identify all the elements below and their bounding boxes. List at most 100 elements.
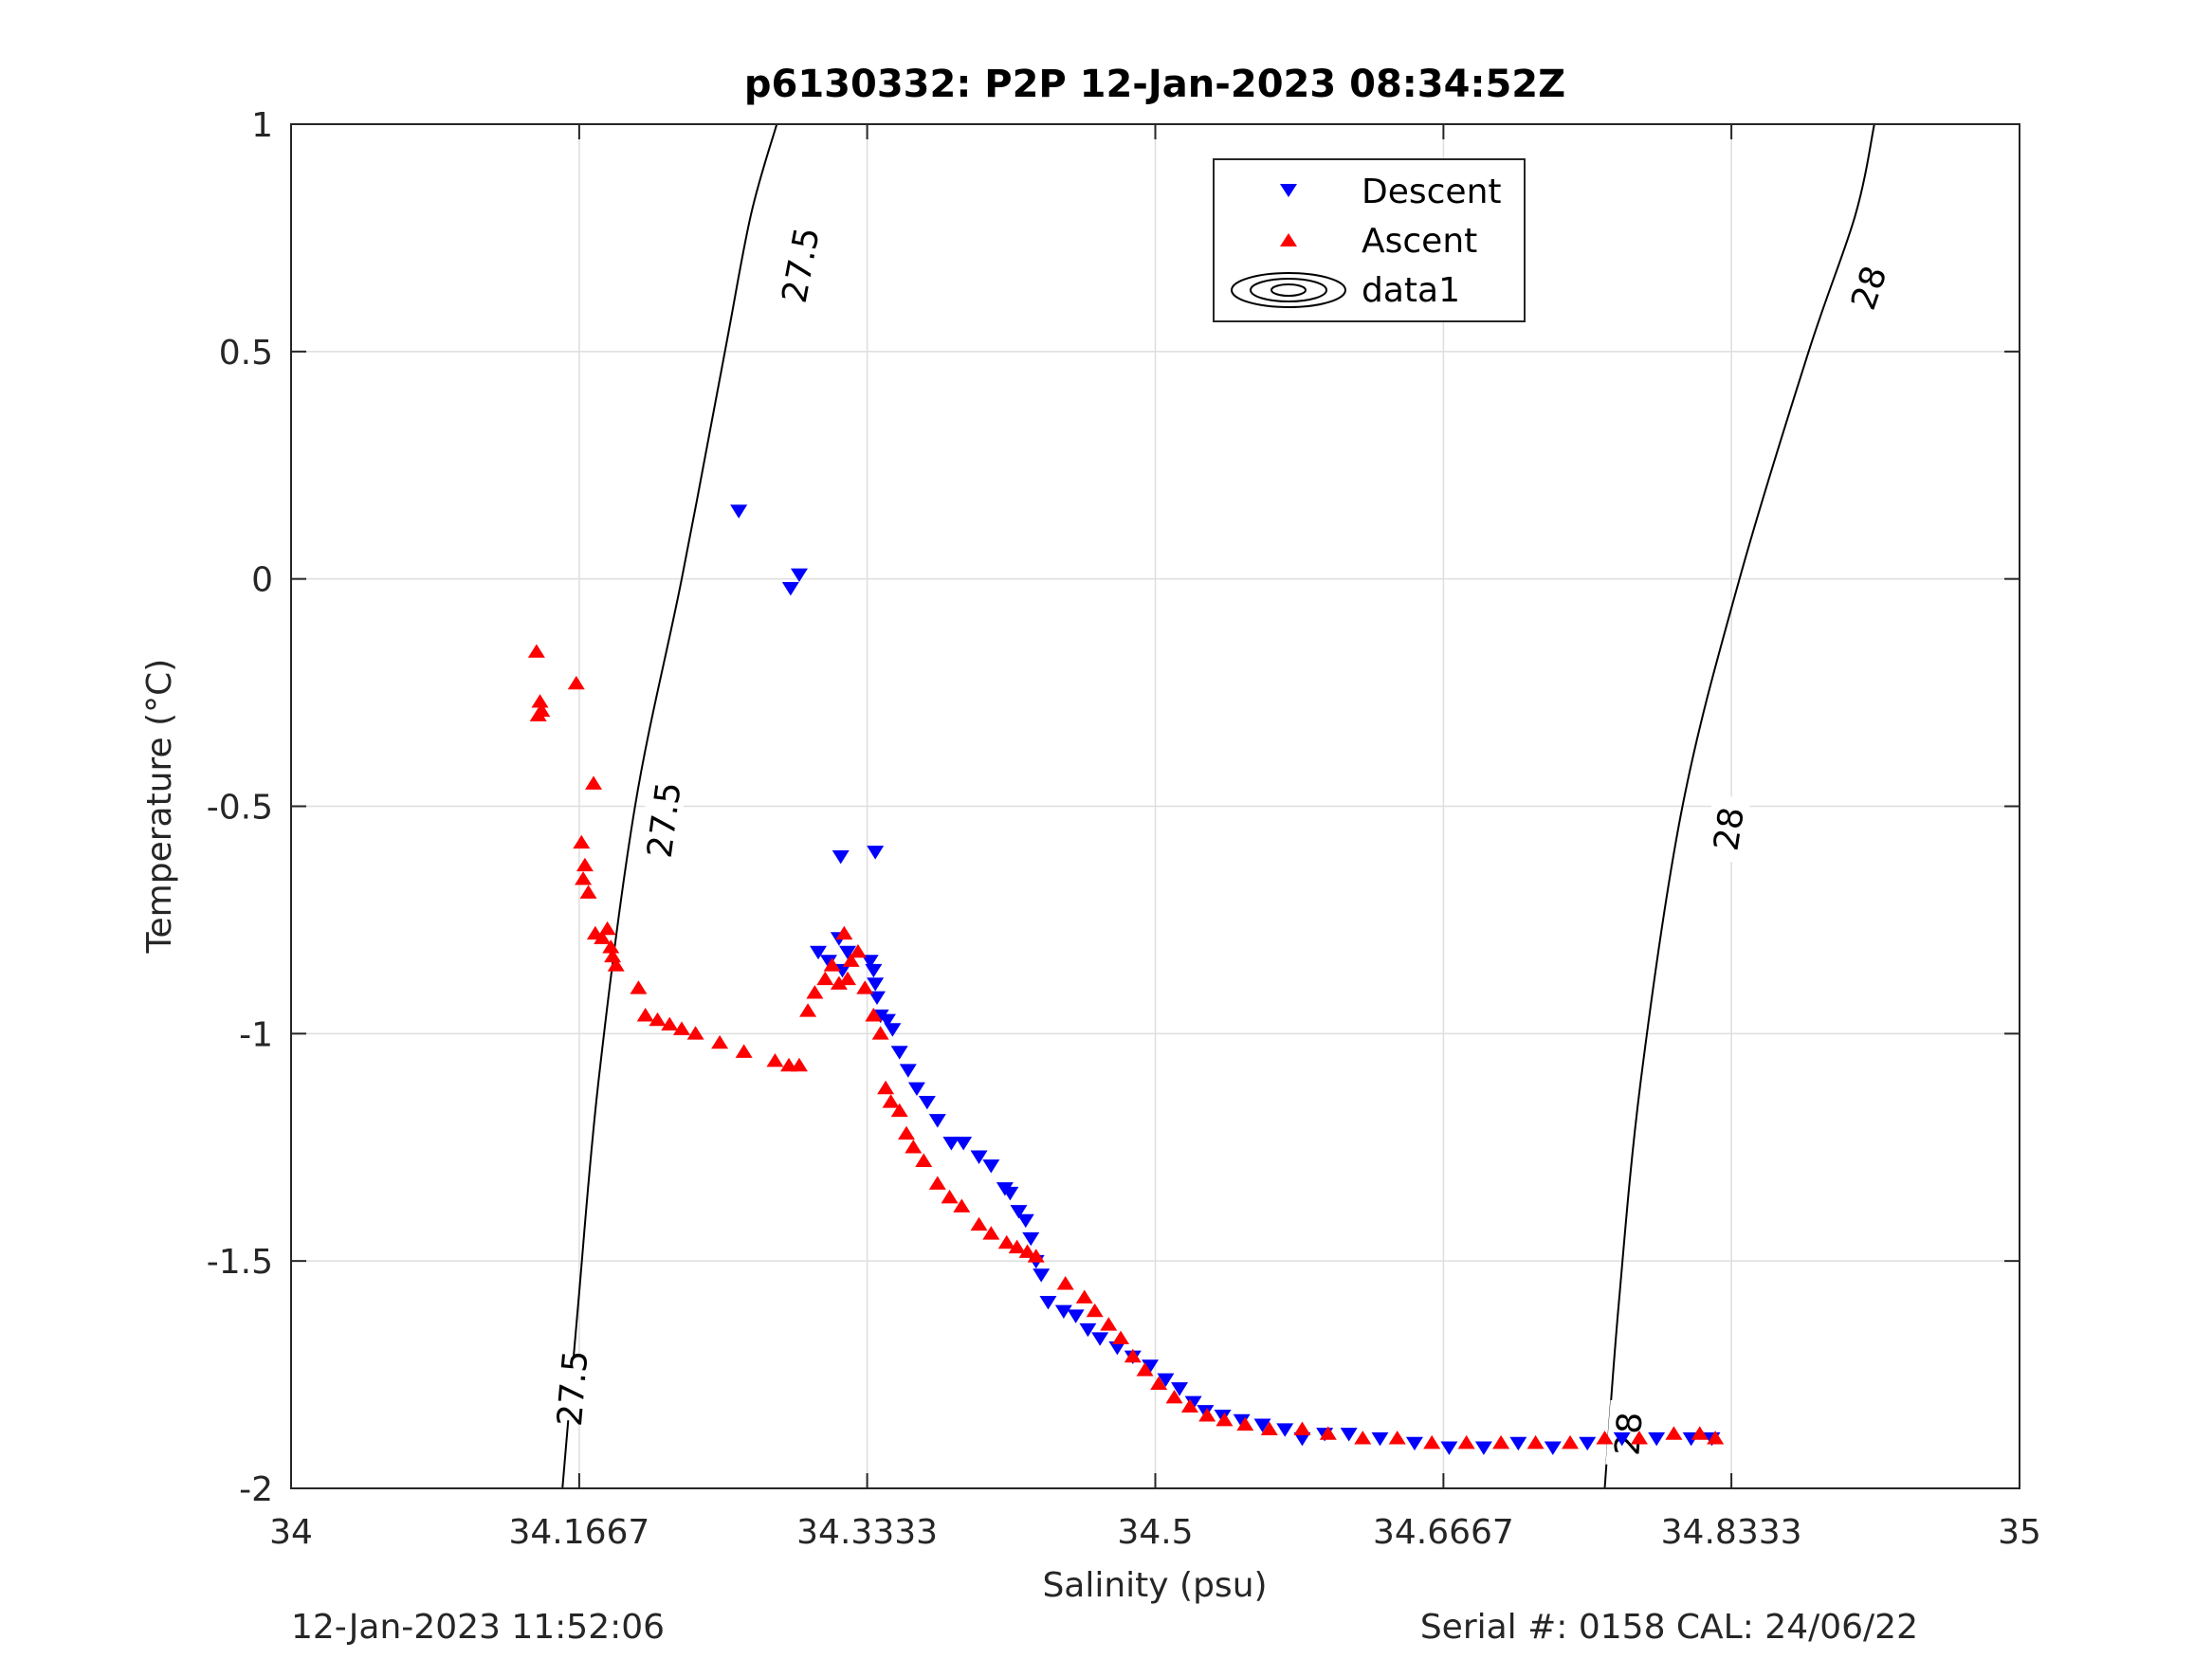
descent-point bbox=[1233, 1413, 1251, 1429]
descent-point bbox=[1371, 1431, 1389, 1447]
ascent-point bbox=[1293, 1421, 1311, 1435]
ascent-point bbox=[970, 1216, 988, 1231]
ascent-point bbox=[915, 1153, 933, 1167]
ascent-point bbox=[604, 948, 622, 963]
y-tick-label: -2 bbox=[239, 1470, 273, 1509]
ascent-point bbox=[1354, 1431, 1372, 1445]
legend-box bbox=[1213, 158, 1526, 322]
ascent-point bbox=[856, 980, 874, 994]
descent-point bbox=[1022, 1231, 1040, 1247]
descent-point bbox=[1579, 1436, 1597, 1451]
ascent-point bbox=[1526, 1434, 1545, 1449]
descent-point bbox=[730, 504, 748, 519]
descent-point bbox=[810, 945, 828, 960]
descent-point bbox=[1474, 1441, 1492, 1455]
ascent-point bbox=[585, 775, 603, 790]
y-tick-label: -1.5 bbox=[207, 1243, 273, 1282]
descent-point bbox=[839, 945, 857, 960]
contour-label-bg bbox=[1703, 793, 1751, 864]
descent-point bbox=[1039, 1296, 1057, 1310]
ascent-point bbox=[839, 971, 857, 986]
ascent-point bbox=[1136, 1362, 1154, 1376]
descent-point bbox=[833, 963, 851, 978]
descent-point bbox=[1405, 1436, 1423, 1451]
x-tick-label: 35 bbox=[1998, 1513, 2041, 1552]
ascent-series bbox=[527, 644, 1725, 1449]
descent-point bbox=[899, 1064, 917, 1078]
ascent-point bbox=[1562, 1434, 1580, 1449]
ascent-point bbox=[594, 930, 612, 944]
ascent-point bbox=[1457, 1434, 1475, 1449]
descent-point bbox=[1509, 1436, 1527, 1451]
contour-label-bg bbox=[639, 785, 686, 854]
descent-point bbox=[1440, 1441, 1458, 1455]
legend-descent-label: Descent bbox=[1362, 173, 1502, 211]
ascent-point bbox=[790, 1057, 808, 1072]
ascent-point bbox=[1691, 1426, 1709, 1440]
descent-point bbox=[1648, 1431, 1666, 1447]
x-axis-label: Salinity (psu) bbox=[1042, 1566, 1267, 1605]
ascent-point bbox=[1075, 1289, 1093, 1304]
y-tick-label: -1 bbox=[239, 1015, 273, 1054]
axis-ticks: 34 34.1667 34.3333 34.5 34.6667 34.8333 35 -2 -1… bbox=[207, 106, 2041, 1552]
ascent-point bbox=[1086, 1303, 1104, 1318]
ascent-point bbox=[1008, 1239, 1026, 1254]
ascent-point bbox=[1056, 1276, 1074, 1290]
ascent-point bbox=[953, 1198, 971, 1212]
ascent-point bbox=[1216, 1412, 1234, 1427]
descent-point bbox=[1171, 1382, 1189, 1396]
legend-ascent-marker bbox=[1280, 233, 1297, 246]
descent-point bbox=[1091, 1332, 1109, 1346]
descent-point bbox=[867, 846, 885, 860]
ascent-point bbox=[997, 1234, 1015, 1249]
ascent-point bbox=[941, 1189, 959, 1204]
descent-point bbox=[1293, 1431, 1311, 1447]
descent-point bbox=[1253, 1418, 1271, 1432]
contour-label-bg bbox=[1838, 250, 1896, 324]
contour-line-27.5 bbox=[561, 123, 778, 1489]
ascent-point bbox=[711, 1034, 729, 1049]
legend-data1-label: data1 bbox=[1362, 271, 1460, 310]
ascent-point bbox=[1260, 1421, 1278, 1435]
ascent-point bbox=[1165, 1389, 1183, 1404]
descent-point bbox=[832, 849, 850, 865]
chart-title: p6130332: P2P 12-Jan-2023 08:34:52Z bbox=[744, 63, 1565, 106]
descent-point bbox=[865, 963, 883, 978]
descent-point bbox=[1184, 1395, 1202, 1410]
ascent-point bbox=[607, 957, 625, 972]
contour-label-bg bbox=[549, 1354, 593, 1422]
y-tick-label: 0.5 bbox=[219, 334, 273, 373]
descent-point bbox=[907, 1082, 925, 1096]
descent-point bbox=[878, 1013, 896, 1029]
ascent-point bbox=[799, 1003, 817, 1017]
footer-timestamp: 12-Jan-2023 11:52:06 bbox=[291, 1608, 665, 1647]
descent-point bbox=[1276, 1423, 1294, 1437]
ascent-point bbox=[1236, 1416, 1254, 1431]
ascent-point bbox=[672, 1021, 690, 1035]
y-tick-label: 1 bbox=[251, 106, 273, 145]
x-tick-label: 34.5 bbox=[1117, 1513, 1193, 1552]
descent-point bbox=[1010, 1205, 1028, 1219]
ascent-point bbox=[1018, 1244, 1036, 1258]
descent-point bbox=[942, 1137, 960, 1151]
ascent-point bbox=[877, 1080, 895, 1095]
legend-contour-marker bbox=[1231, 272, 1346, 308]
ascent-point bbox=[1596, 1431, 1614, 1445]
ascent-point bbox=[576, 857, 594, 872]
ascent-point bbox=[1100, 1317, 1118, 1331]
ascent-point bbox=[1665, 1426, 1683, 1440]
ascent-point bbox=[579, 884, 597, 899]
x-tick-label: 34.1667 bbox=[508, 1513, 649, 1552]
ascent-point bbox=[602, 939, 620, 954]
x-tick-label: 34.8333 bbox=[1661, 1513, 1802, 1552]
x-tick-label: 34.6667 bbox=[1373, 1513, 1514, 1552]
ascent-point bbox=[897, 1125, 915, 1140]
ascent-point bbox=[882, 1094, 900, 1108]
ascent-point bbox=[686, 1026, 704, 1040]
legend: Descent Ascent data1 bbox=[1213, 158, 1526, 322]
ascent-point bbox=[865, 1008, 883, 1022]
y-tick-label: 0 bbox=[251, 561, 273, 600]
descent-point bbox=[867, 977, 885, 992]
descent-point bbox=[1157, 1373, 1175, 1387]
